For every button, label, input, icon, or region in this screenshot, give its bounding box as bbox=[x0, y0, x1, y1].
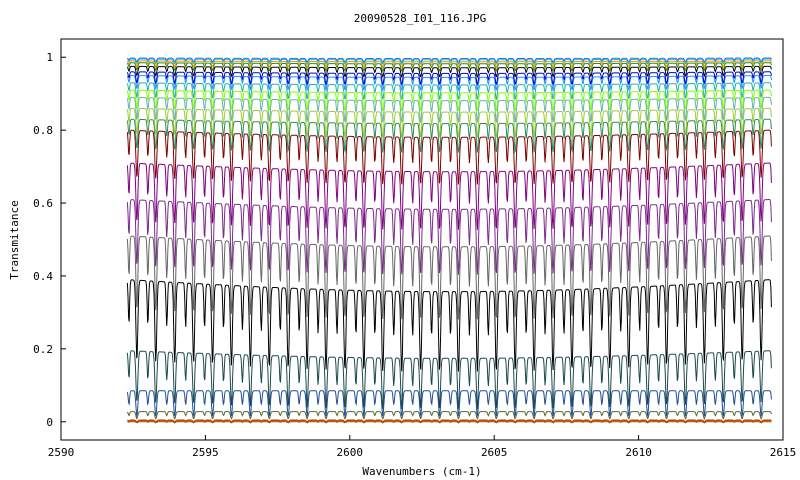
series-line-6 bbox=[126, 279, 772, 372]
series-line-7 bbox=[126, 235, 772, 320]
y-tick-label: 1 bbox=[46, 51, 53, 64]
series-line-16 bbox=[126, 75, 772, 92]
series-line-0 bbox=[127, 421, 772, 424]
x-tick-label: 2615 bbox=[770, 446, 797, 459]
y-tick-label: 0.2 bbox=[33, 343, 53, 356]
y-tick-label: 0 bbox=[46, 416, 53, 429]
series-line-10 bbox=[126, 129, 772, 185]
series-line-2 bbox=[127, 419, 772, 423]
plot-frame bbox=[60, 38, 784, 441]
series-line-3 bbox=[126, 411, 772, 420]
series-line-19 bbox=[126, 62, 772, 73]
series-line-1 bbox=[127, 420, 772, 424]
series-line-8 bbox=[126, 199, 772, 275]
x-tick-label: 2610 bbox=[625, 446, 652, 459]
series-line-17 bbox=[126, 71, 772, 87]
series-line-20 bbox=[126, 60, 772, 69]
series-line-13 bbox=[126, 96, 772, 124]
series-line-22 bbox=[127, 57, 772, 63]
series-line-18 bbox=[126, 65, 772, 79]
series-line-15 bbox=[126, 82, 772, 101]
chart-title: 20090528_I01_116.JPG bbox=[354, 12, 486, 25]
x-tick-label: 2605 bbox=[481, 446, 508, 459]
series-line-12 bbox=[126, 107, 772, 139]
x-tick-label: 2595 bbox=[192, 446, 219, 459]
y-tick-label: 0.6 bbox=[33, 197, 53, 210]
series-line-4 bbox=[126, 390, 772, 418]
y-axis-label: Transmitance bbox=[8, 200, 21, 279]
series-line-9 bbox=[126, 162, 772, 230]
y-tick-label: 0.4 bbox=[33, 270, 53, 283]
x-axis-label: Wavenumbers (cm-1) bbox=[362, 465, 481, 478]
series-line-11 bbox=[126, 118, 772, 154]
x-axis: 2590 2595 2600 2605 2610 2615 bbox=[48, 435, 797, 459]
y-axis: 0 0.2 0.4 0.6 0.8 1 bbox=[33, 51, 66, 429]
series-line-14 bbox=[126, 89, 772, 112]
series-line-5 bbox=[126, 350, 772, 410]
x-tick-label: 2600 bbox=[337, 446, 364, 459]
series-line-21 bbox=[127, 58, 772, 65]
x-tick-label: 2590 bbox=[48, 446, 75, 459]
series-group bbox=[126, 57, 772, 424]
y-tick-label: 0.8 bbox=[33, 124, 53, 137]
